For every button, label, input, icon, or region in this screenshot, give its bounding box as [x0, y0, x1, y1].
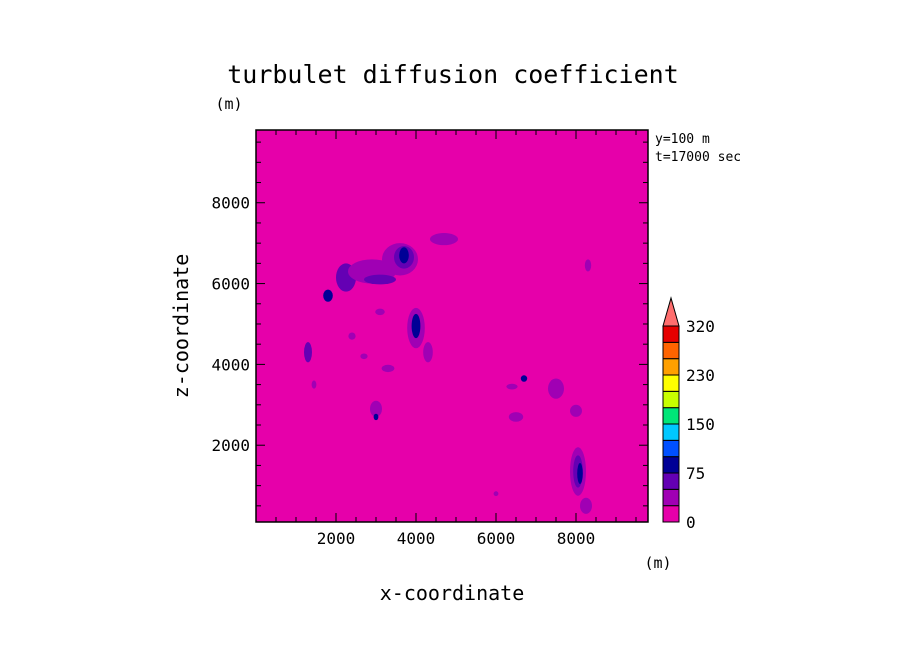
- colorbar-label: 150: [686, 415, 715, 434]
- info-y-label: y=100 m: [655, 132, 710, 147]
- contour-blob-16: [348, 332, 356, 340]
- colorbar-box-6: [662, 407, 680, 425]
- contour-blob-15: [375, 308, 385, 316]
- contour-blob-23: [570, 404, 582, 417]
- colorbar-box-8: [662, 374, 680, 392]
- colorbar-box-3: [662, 456, 680, 474]
- contour-blob-9: [411, 313, 421, 339]
- colorbar-label: 75: [686, 464, 705, 483]
- colorbar-box-5: [662, 423, 680, 441]
- x-tick-label: 8000: [557, 529, 596, 548]
- y-unit-label: (m): [215, 95, 242, 113]
- colorbar: 0 75 150 230 320: [662, 296, 715, 532]
- plot-area: [255, 129, 649, 523]
- colorbar-box-10: [662, 341, 680, 360]
- x-axis-ticks: 2000 4000 6000 8000: [255, 130, 637, 548]
- x-axis-label: x-coordinate: [380, 581, 525, 605]
- contour-blob-14: [373, 413, 379, 421]
- colorbar-box-1: [662, 488, 680, 507]
- contour-blob-28: [580, 497, 592, 514]
- y-axis-ticks: 2000 4000 6000 8000: [211, 141, 648, 507]
- y-tick-label: 8000: [211, 194, 250, 213]
- colorbar-overflow-arrow: [662, 296, 680, 327]
- chart-title: turbulet diffusion coefficient: [227, 60, 679, 89]
- y-tick-label: 4000: [211, 355, 250, 374]
- colorbar-box-7: [662, 390, 680, 409]
- plot-frame: [255, 129, 649, 523]
- x-tick-label: 6000: [477, 529, 516, 548]
- contour-blob-22: [548, 378, 564, 399]
- y-axis-label: z-coordinate: [169, 254, 193, 399]
- contour-blob-3: [364, 274, 396, 285]
- contour-blob-7: [430, 233, 458, 246]
- contour-blob-10: [423, 342, 433, 363]
- colorbar-box-2: [662, 472, 680, 490]
- x-tick-label: 4000: [397, 529, 436, 548]
- y-tick-label: 6000: [211, 275, 250, 294]
- colorbar-box-11: [662, 325, 680, 343]
- contour-blob-17: [360, 353, 368, 360]
- contour-blob-1: [323, 289, 333, 302]
- contour-blob-19: [520, 375, 528, 382]
- contour-blob-21: [508, 412, 524, 422]
- contour-blob-20: [506, 383, 518, 390]
- x-unit-label: (m): [644, 554, 671, 572]
- colorbar-label: 230: [686, 366, 715, 385]
- contour-blob-27: [577, 462, 583, 485]
- contour-blob-18: [381, 364, 395, 373]
- field-background: [256, 130, 648, 522]
- colorbar-box-4: [662, 439, 680, 458]
- contour-blob-24: [584, 259, 592, 272]
- colorbar-box-0: [662, 505, 680, 523]
- contour-blob-11: [304, 342, 312, 363]
- y-tick-label: 2000: [211, 436, 250, 455]
- contour-blob-6: [399, 247, 409, 264]
- contour-blob-12: [311, 380, 317, 389]
- contour-blob-29: [493, 491, 499, 497]
- colorbar-box-9: [662, 358, 680, 376]
- info-t-label: t=17000 sec: [655, 150, 741, 165]
- colorbar-label: 320: [686, 317, 715, 336]
- contour-blob-13: [370, 400, 382, 417]
- colorbar-label: 0: [686, 513, 696, 532]
- x-tick-label: 2000: [317, 529, 356, 548]
